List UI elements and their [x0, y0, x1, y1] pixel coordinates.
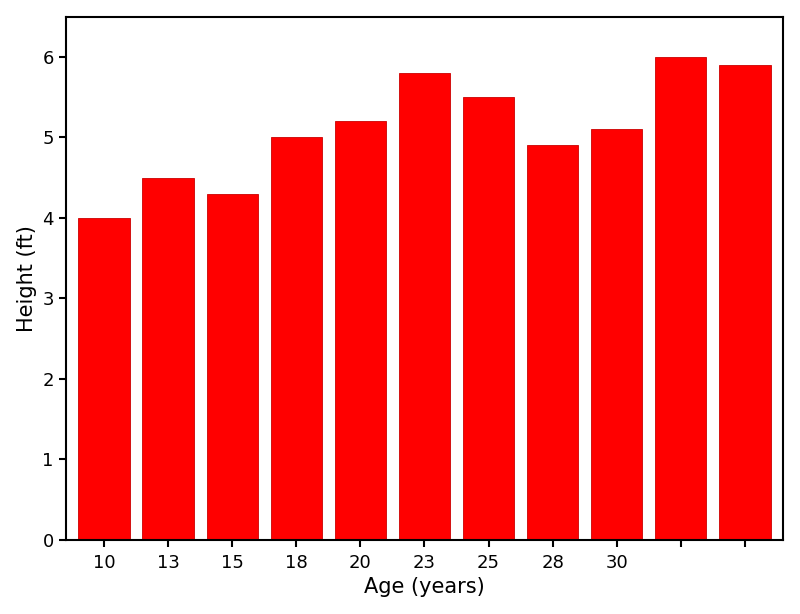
Bar	[334, 122, 386, 540]
Bar	[591, 130, 642, 540]
Bar	[655, 57, 706, 540]
Bar	[142, 177, 194, 540]
Bar	[463, 97, 514, 540]
Bar	[398, 73, 450, 540]
Bar	[78, 218, 130, 540]
Bar	[719, 65, 770, 540]
Y-axis label: Height (ft): Height (ft)	[17, 225, 37, 332]
Bar	[206, 194, 258, 540]
X-axis label: Age (years): Age (years)	[364, 577, 485, 597]
Bar	[527, 146, 578, 540]
Bar	[270, 138, 322, 540]
